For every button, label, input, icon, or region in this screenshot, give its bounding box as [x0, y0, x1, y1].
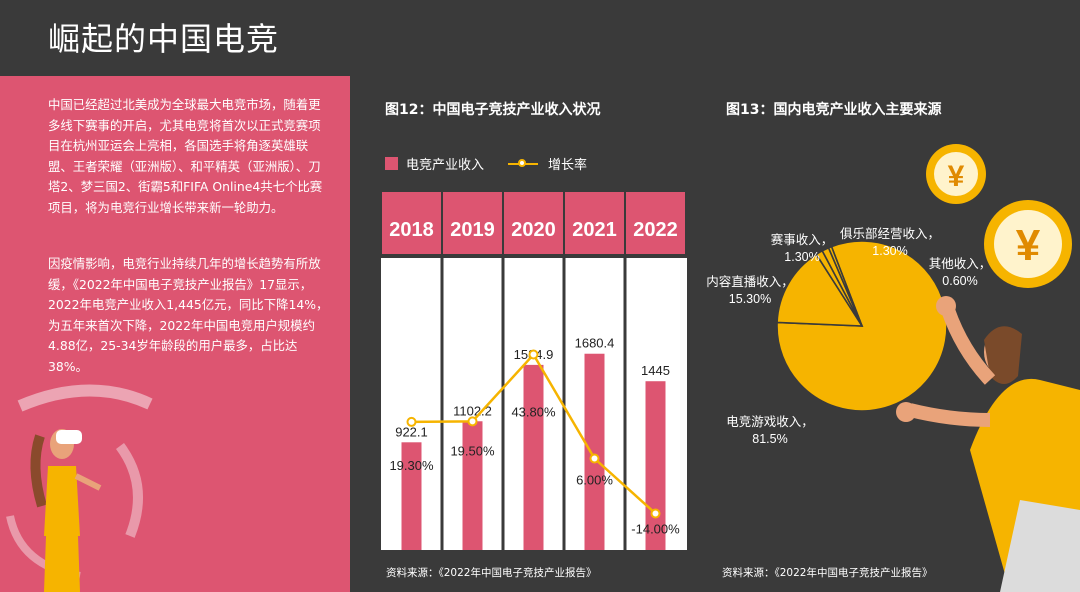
- year-header-cell: [382, 192, 441, 254]
- growth-point: [528, 349, 539, 360]
- pie-slice-name-label: 内容直播收入，: [706, 274, 794, 289]
- fig12-legend: 电竞产业收入 增长率: [385, 154, 587, 173]
- growth-point: [650, 508, 661, 519]
- fig13-title: 图13：国内电竞产业收入主要来源: [726, 102, 942, 118]
- year-tick-label: 2020: [511, 219, 556, 241]
- pie-slice-name-label: 俱乐部经营收入，: [840, 226, 940, 241]
- fig12-chart: 20182019202020212022922.11102.21584.9168…: [381, 192, 687, 550]
- year-header-cell: [504, 192, 563, 254]
- pie-slice-value-label: 0.60%: [942, 274, 977, 288]
- fig12-title: 图12：中国电子竞技产业收入状况: [385, 102, 601, 118]
- growth-value-label: -14.00%: [631, 522, 680, 537]
- coin-large-symbol: ¥: [1016, 221, 1041, 270]
- man-holding-pie-illustration: [896, 296, 1080, 592]
- growth-value-label: 19.30%: [389, 458, 434, 473]
- growth-point: [406, 416, 417, 427]
- year-header-cell: [565, 192, 624, 254]
- growth-value-label: 19.50%: [450, 443, 495, 458]
- growth-value-label: 6.00%: [576, 473, 613, 488]
- pie-slice-name-label: 电竞游戏收入，: [726, 415, 814, 429]
- intro-paragraph: 中国已经超过北美成为全球最大电竞市场，随着更多线下赛事的开启，尤其电竞将首次以正…: [48, 97, 323, 215]
- pie-slice: [827, 245, 863, 327]
- growth-value-label: 43.80%: [511, 405, 556, 420]
- pie-slice: [776, 253, 864, 327]
- pie-slice-value-label: 81.5%: [752, 432, 787, 446]
- pie-slice-value-label: 1.30%: [784, 250, 819, 264]
- legend-revenue-swatch: [385, 157, 398, 170]
- legend-growth-swatch: [508, 158, 539, 167]
- year-tick-label: 2021: [572, 219, 617, 241]
- revenue-value-label: 922.1: [395, 424, 428, 439]
- revenue-bar: [584, 353, 605, 550]
- year-tick-label: 2022: [633, 219, 678, 241]
- covid-paragraph: 因疫情影响，电竞行业持续几年的增长趋势有所放缓，《2022年中国电子竞技产业报告…: [48, 256, 329, 374]
- legend-growth-label: 增长率: [548, 158, 588, 173]
- revenue-value-label: 1102.2: [453, 403, 492, 418]
- pie-slice-value-label: 1.30%: [872, 244, 907, 258]
- growth-point: [467, 416, 478, 427]
- year-tick-label: 2018: [389, 219, 434, 241]
- revenue-bar: [523, 364, 544, 550]
- pie-slice-name-label: 其他收入，: [929, 257, 992, 271]
- revenue-bar: [401, 442, 422, 550]
- page-title: 崛起的中国电竞: [48, 20, 280, 58]
- revenue-bar: [462, 421, 483, 550]
- fig13-source: 资料来源：《2022年中国电子竞技产业报告》: [722, 567, 933, 579]
- vr-player-illustration: [6, 384, 153, 592]
- revenue-value-label: 1445: [641, 363, 670, 378]
- growth-point: [589, 453, 600, 464]
- year-tick-label: 2019: [450, 219, 495, 241]
- pie-slice-value-label: 15.30%: [729, 292, 771, 306]
- coin-small-symbol: ¥: [948, 160, 965, 193]
- revenue-value-label: 1680.4: [575, 336, 615, 351]
- fig12-source: 资料来源：《2022年中国电子竞技产业报告》: [386, 567, 597, 579]
- legend-revenue-label: 电竞产业收入: [406, 158, 485, 173]
- pie-slice-name-label: 赛事收入，: [771, 232, 834, 247]
- year-header-cell: [443, 192, 502, 254]
- fig13-chart: ¥ ¥ 电竞游戏收入， 81.5% 内容直播收入， 15.30% 赛事收入， 1.30% 俱…: [706, 144, 1080, 592]
- year-header-cell: [626, 192, 685, 254]
